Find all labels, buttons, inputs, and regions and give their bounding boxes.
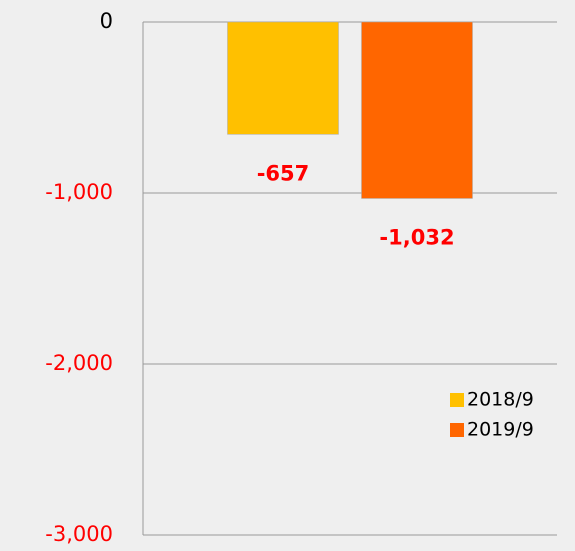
bar xyxy=(361,21,473,199)
y-tick-label: 0 xyxy=(100,9,113,33)
legend-label: 2019/9 xyxy=(467,419,534,441)
y-tick-label: -2,000 xyxy=(45,351,113,375)
legend-swatch xyxy=(450,393,464,407)
legend-swatch xyxy=(450,423,464,437)
bar xyxy=(227,21,339,135)
value-label: -1,032 xyxy=(379,225,454,249)
value-label: -657 xyxy=(257,161,310,185)
legend-label: 2018/9 xyxy=(467,389,534,411)
y-tick-label: -1,000 xyxy=(45,180,113,204)
y-tick-label: -3,000 xyxy=(45,522,113,546)
